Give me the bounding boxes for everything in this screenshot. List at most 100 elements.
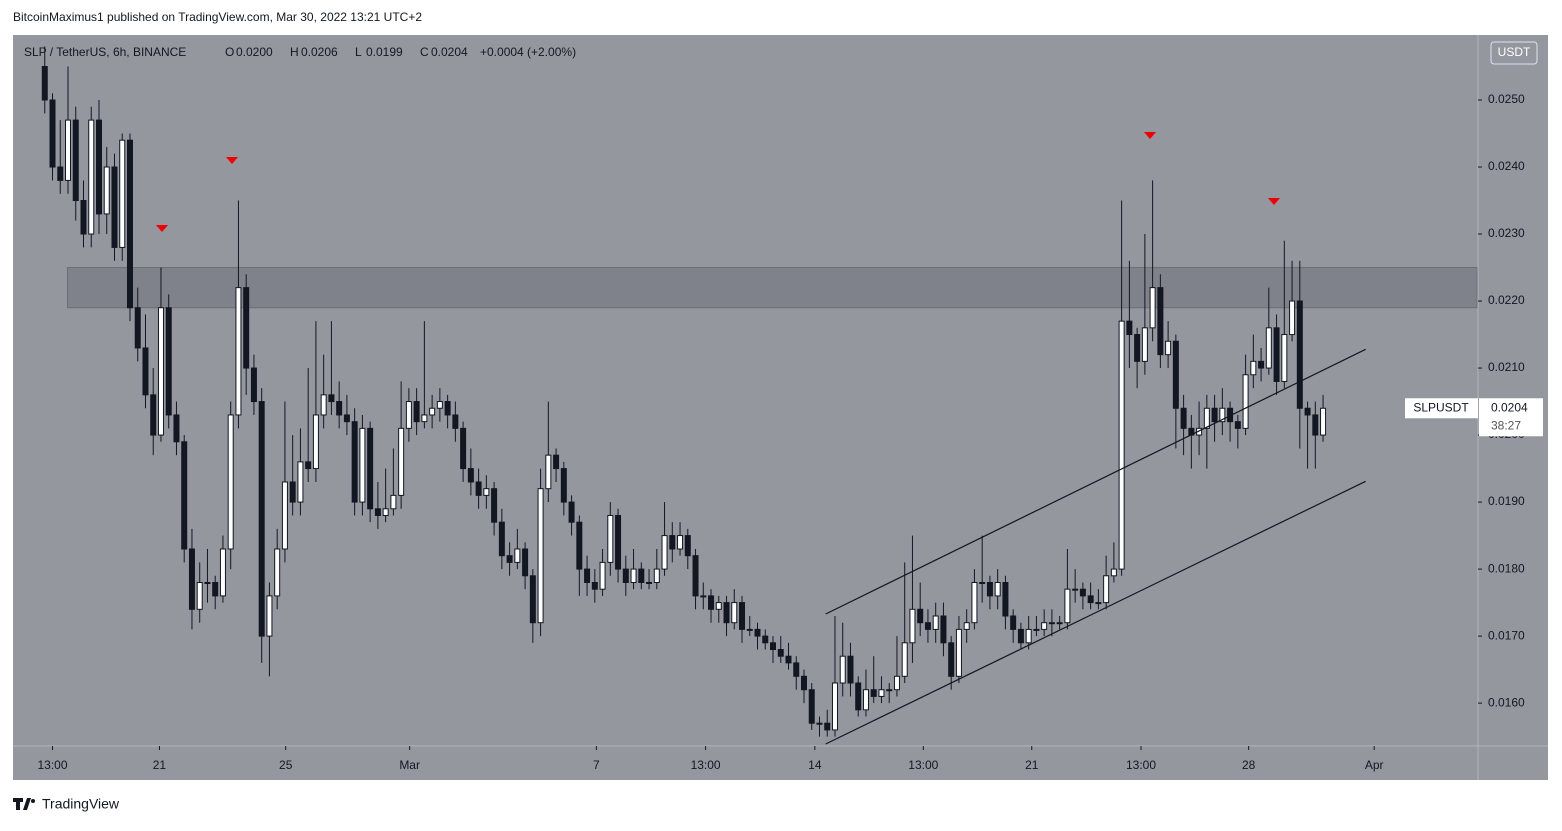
candle-body	[320, 394, 327, 416]
candle-body	[57, 166, 64, 181]
candle-body	[940, 615, 947, 644]
trendline	[825, 480, 1366, 745]
candle-body	[1203, 407, 1210, 429]
candle-body	[475, 481, 482, 496]
candle-body	[1126, 320, 1133, 336]
candle-body	[1219, 407, 1226, 423]
candle-body	[1087, 595, 1094, 604]
candle-body	[235, 287, 242, 416]
candle-body	[382, 508, 389, 516]
candle-body	[188, 548, 195, 610]
candle-body	[917, 608, 924, 624]
candle-body	[986, 581, 993, 597]
x-tick-label: 13:00	[37, 758, 67, 772]
candle-body	[95, 119, 102, 215]
candle-body	[150, 394, 157, 436]
logo	[13, 798, 35, 810]
candle-body	[1141, 327, 1148, 362]
candle-body	[924, 622, 931, 630]
candle-body	[739, 602, 746, 630]
candle-body	[1296, 300, 1303, 409]
price-marker-countdown: 38:27	[1491, 418, 1521, 432]
candle-body	[893, 675, 900, 691]
marker	[1268, 198, 1280, 205]
candle-body	[909, 608, 916, 644]
candle-body	[901, 642, 908, 677]
ohlc-value: 0.0200	[236, 45, 273, 59]
x-tick-label: Apr	[1365, 758, 1384, 772]
candle-body	[994, 581, 1001, 597]
candle-body	[979, 581, 986, 584]
candle-body	[754, 628, 761, 637]
candle-body	[1110, 568, 1117, 577]
candle-body	[305, 461, 312, 470]
candle-body	[529, 575, 536, 624]
candle-body	[971, 581, 978, 624]
candle-body	[1025, 628, 1032, 644]
candle-body	[1064, 588, 1071, 624]
ohlc-key: L	[355, 45, 362, 59]
candle-body	[831, 682, 838, 731]
ohlc-key: O	[225, 45, 234, 59]
marker	[226, 157, 238, 164]
candle-body	[522, 548, 529, 577]
candle-body	[181, 441, 188, 550]
candle-body	[746, 628, 753, 631]
candle-body	[1211, 407, 1218, 423]
change: +0.0004 (+2.00%)	[480, 45, 576, 59]
candle-body	[65, 119, 72, 181]
currency: USDT	[1498, 45, 1531, 59]
candle-body	[243, 287, 250, 369]
candle-body	[955, 628, 962, 677]
candle-body	[839, 655, 846, 684]
ohlc-value: 0.0199	[366, 45, 403, 59]
candle-body	[684, 535, 691, 557]
candle-body	[1165, 340, 1172, 356]
y-tick-label: 0.0230	[1488, 226, 1525, 240]
x-tick-label: 14	[808, 758, 822, 772]
candle-body	[630, 568, 637, 583]
candle-body	[615, 514, 622, 570]
candle-body	[297, 461, 304, 503]
candle-body	[498, 521, 505, 557]
candle-body	[824, 722, 831, 731]
candle-body	[219, 548, 226, 597]
candle-body	[870, 689, 877, 697]
candle-body	[622, 568, 629, 583]
candle-body	[723, 602, 730, 624]
candle-body	[483, 488, 490, 496]
candle-body	[250, 367, 257, 403]
candle-body	[390, 494, 397, 510]
zone	[67, 267, 1478, 309]
candle-body	[157, 307, 164, 436]
candle-body	[312, 414, 319, 470]
x-tick-label: 13:00	[691, 758, 721, 772]
candle-body	[785, 655, 792, 664]
candle-body	[281, 481, 288, 550]
candle-body	[336, 401, 343, 416]
candle-body	[731, 602, 738, 624]
candle-body	[1002, 581, 1009, 617]
candle-body	[661, 535, 668, 570]
y-tick-label: 0.0160	[1488, 695, 1525, 709]
candle-body	[878, 689, 885, 697]
candle-body	[274, 548, 281, 597]
candle-body	[111, 166, 118, 248]
candle-body	[576, 521, 583, 570]
candle-body	[421, 414, 428, 423]
candle-body	[1281, 334, 1288, 382]
candle-body	[537, 488, 544, 624]
y-tick-label: 0.0220	[1488, 293, 1525, 307]
candle-body	[266, 595, 273, 637]
candle-body	[491, 488, 498, 523]
currency-box	[1490, 41, 1538, 65]
candle-body	[1072, 588, 1079, 591]
candle-body	[429, 407, 436, 416]
candle-body	[452, 414, 459, 429]
candle-body	[41, 65, 48, 101]
candle-body	[436, 401, 443, 409]
candle-body	[88, 119, 95, 235]
publish-info: BitcoinMaximus1 published on TradingView…	[13, 10, 422, 24]
candle-body	[1172, 340, 1179, 409]
candle-body	[963, 622, 970, 630]
